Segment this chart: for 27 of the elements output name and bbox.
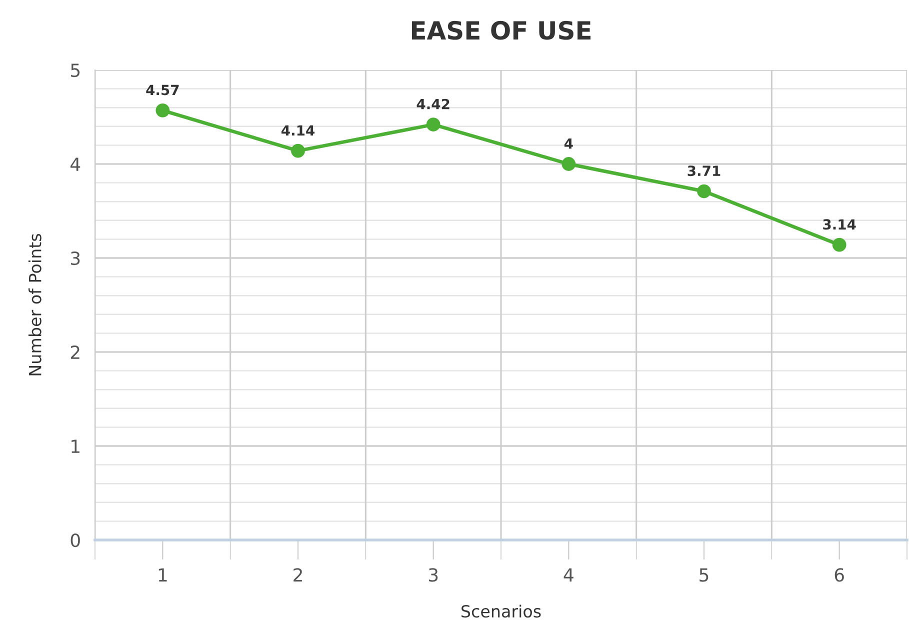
data-label: 4.57 bbox=[146, 84, 179, 96]
data-label: 3.71 bbox=[688, 166, 720, 176]
x-tick-label: 3 bbox=[428, 568, 438, 582]
chart-title: EASE OF USE bbox=[412, 20, 590, 40]
point bbox=[697, 184, 711, 198]
x-tick-label: 2 bbox=[294, 568, 302, 582]
y-axis-title: Number of Points bbox=[28, 234, 42, 376]
data-label: 4.42 bbox=[416, 98, 450, 110]
x-tick-label: 4 bbox=[564, 568, 574, 582]
x-axis-title: Scenarios bbox=[462, 604, 541, 618]
point bbox=[562, 157, 576, 171]
y-tick-label: 2 bbox=[70, 345, 80, 359]
y-tick-label: 1 bbox=[72, 440, 80, 453]
data-label: 3.14 bbox=[823, 219, 856, 230]
y-tick-label: 5 bbox=[71, 64, 80, 78]
x-tick-label: 5 bbox=[700, 568, 708, 582]
point bbox=[291, 144, 305, 158]
point bbox=[832, 238, 846, 252]
data-label: 4.14 bbox=[281, 125, 314, 136]
x-tick-label: 6 bbox=[834, 568, 844, 582]
data-label: 4 bbox=[564, 138, 573, 149]
y-tick-label: 3 bbox=[71, 251, 80, 266]
y-tick-label: 0 bbox=[70, 533, 80, 548]
point bbox=[426, 118, 440, 132]
y-tick-label: 4 bbox=[70, 158, 80, 171]
x-tick-label: 1 bbox=[158, 568, 167, 582]
point bbox=[156, 103, 170, 118]
